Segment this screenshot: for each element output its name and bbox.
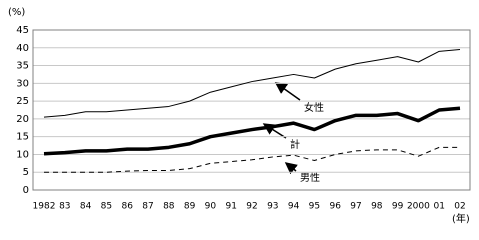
- series-line: [44, 146, 460, 173]
- series-line: [43, 106, 461, 156]
- x-tick-label: 02: [454, 202, 465, 212]
- y-tick-label: 40: [16, 43, 29, 54]
- x-tick-label: 85: [101, 202, 112, 212]
- x-tick-label: 89: [184, 202, 196, 212]
- y-tick-label: 35: [16, 61, 29, 72]
- y-tick-label: 0: [23, 185, 29, 196]
- x-tick-label: 88: [163, 202, 175, 212]
- x-tick-label: 91: [225, 202, 236, 212]
- annotation-arrow: [274, 82, 301, 101]
- x-tick-label: 97: [350, 202, 361, 212]
- y-tick-label: 20: [16, 114, 29, 125]
- x-tick-label: 01: [433, 202, 444, 212]
- x-tick-label: 83: [59, 202, 70, 212]
- x-tick-label: 98: [371, 202, 383, 212]
- x-tick-label: 94: [288, 202, 300, 212]
- x-tick-label: 99: [392, 202, 404, 212]
- x-tick-label: 96: [329, 202, 341, 212]
- y-tick-label: 25: [16, 96, 29, 107]
- x-axis-label: (年): [452, 212, 470, 225]
- x-tick-label: 84: [80, 202, 92, 212]
- x-tick-label: 86: [121, 202, 133, 212]
- y-tick-label: 15: [16, 132, 29, 143]
- x-tick-label: 90: [205, 202, 217, 212]
- x-tick-label: 87: [142, 202, 153, 212]
- series-line: [43, 49, 461, 118]
- series-annotation: 計: [290, 138, 300, 151]
- x-tick-label: 95: [309, 202, 320, 212]
- y-tick-label: 10: [16, 149, 29, 160]
- x-tick-label: 92: [246, 202, 257, 212]
- y-axis-label: (%): [8, 7, 25, 18]
- x-tick-label: 1982: [33, 202, 56, 212]
- x-tick-label: 2000: [407, 202, 430, 212]
- series-annotation: 女性: [304, 101, 324, 114]
- y-tick-label: 5: [23, 167, 29, 178]
- plot-frame: [32, 29, 471, 191]
- annotation-arrow: [284, 162, 298, 175]
- series-annotation: 男性: [300, 171, 320, 184]
- page: {"chart_data": {"type": "line", "y_label…: [8, 7, 471, 225]
- chart: (%) (年) 女性 計 男性 0 5 10 15 20 25 30 35 40 45 1982 83…: [8, 7, 471, 225]
- x-tick-label: 93: [267, 202, 278, 212]
- y-tick-label: 30: [16, 78, 29, 89]
- y-tick-label: 45: [16, 25, 29, 36]
